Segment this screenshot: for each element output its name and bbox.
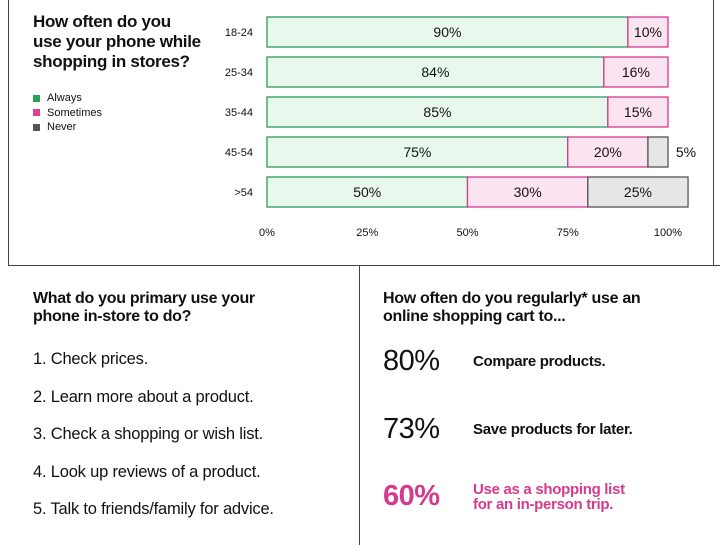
x-tick-label: 0% [259,227,275,239]
legend-item-never: Never [33,120,102,135]
data-label: 5% [676,144,696,160]
data-label: 50% [353,184,381,200]
data-label: 75% [403,144,431,160]
stat-row: 80% Compare products. [383,345,633,378]
stat-text: Save products for later. [473,421,633,438]
category-label: 35-44 [225,107,253,119]
data-label: 84% [421,64,449,80]
data-label: 20% [594,144,622,160]
legend-label-sometimes: Sometimes [47,106,103,119]
bar-always [266,136,569,168]
cart-title: How often do you regularly* use an onlin… [383,290,641,325]
bar-never [587,176,689,208]
stat-text: Compare products. [473,353,606,370]
usage-title: What do you primary use your phone in-st… [33,290,255,325]
legend-item-sometimes: Sometimes [33,106,102,121]
legend-label-always: Always [47,92,82,105]
list-item: 4. Look up reviews of a product. [33,462,261,481]
bar-always [266,176,469,208]
bar-sometimes [466,176,589,208]
x-tick-label: 100% [654,227,682,239]
legend-swatch-sometimes [33,109,40,117]
data-label: 90% [433,24,461,40]
usage-list: 1. Check prices. 2. Learn more about a p… [33,350,274,538]
legend-swatch-always [33,94,40,102]
category-label: 18-24 [225,27,253,39]
chart-title: How often do you use your phone while sh… [33,12,201,71]
data-label: 10% [634,24,662,40]
stat-row: 73% Save products for later. [383,413,633,446]
legend-swatch-never [33,123,40,131]
data-label: 30% [514,184,542,200]
bar-always [266,16,629,48]
stat-row-highlight: 60% Use as a shopping list for an in-per… [383,480,633,513]
category-label: >54 [234,187,253,199]
bar-never [647,136,669,168]
data-label: 16% [622,64,650,80]
bar-sometimes [603,56,669,88]
x-tick-label: 75% [557,227,579,239]
list-item: 1. Check prices. [33,350,149,368]
data-label: 25% [624,184,652,200]
chart-legend: Always Sometimes Never [33,91,102,135]
stat-percent: 73% [383,413,440,445]
panel-border-right [713,0,714,265]
data-label: 85% [423,104,451,120]
stat-text: Use as a shopping list for an in-person … [473,480,625,513]
panel-border-left [8,0,9,265]
category-label: 25-34 [225,67,253,79]
bar-sometimes [607,96,669,128]
stat-percent: 80% [383,345,440,377]
data-label: 15% [624,104,652,120]
list-item: 5. Talk to friends/family for advice. [33,500,274,518]
stacked-bar-chart: 18-24 90% 10% 25-34 84% 16% 35-44 85% 15% 45-54 75… [225,16,696,239]
x-tick-label: 50% [456,227,478,239]
list-item: 3. Check a shopping or wish list. [33,425,264,443]
x-tick-label: 25% [356,227,378,239]
bar-always [266,56,605,88]
section-divider-vertical [359,265,360,545]
legend-item-always: Always [33,91,102,106]
bar-sometimes [627,16,669,48]
bar-sometimes [567,136,649,168]
legend-label-never: Never [47,121,77,134]
category-label: 45-54 [225,147,253,159]
section-divider-horizontal [8,265,720,266]
list-item: 2. Learn more about a product. [33,387,254,406]
stat-percent: 60% [383,480,440,512]
